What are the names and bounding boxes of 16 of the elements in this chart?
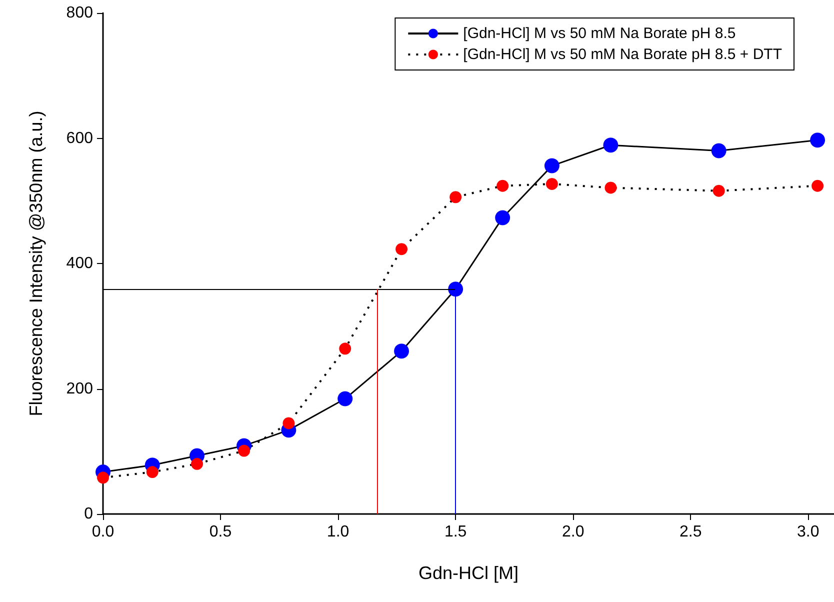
y-tick-label: 400 bbox=[66, 255, 94, 272]
y-tick-label: 0 bbox=[84, 506, 94, 522]
x-tick-label: 0.5 bbox=[209, 524, 232, 540]
y-tick-label: 600 bbox=[66, 130, 94, 147]
x-tick-label: 2.5 bbox=[679, 524, 702, 540]
legend-label: [Gdn-HCl] M vs 50 mM Na Borate pH 8.5 bbox=[463, 25, 736, 42]
legend-label: [Gdn-HCl] M vs 50 mM Na Borate pH 8.5 + DTT bbox=[463, 46, 782, 63]
y-tick-label: 200 bbox=[66, 380, 94, 398]
x-tick-label: 1.5 bbox=[444, 524, 467, 540]
x-tick-label: 3.0 bbox=[797, 524, 820, 540]
x-tick-label: 1.0 bbox=[326, 524, 350, 540]
x-axis-title: Gdn-HCl [M] bbox=[418, 563, 519, 583]
y-tick-label: 800 bbox=[66, 4, 94, 22]
x-tick-label: 0.0 bbox=[92, 524, 114, 540]
y-axis-title: Fluorescence Intensity @350nm (a.u.) bbox=[26, 110, 46, 416]
x-tick-label: 2.0 bbox=[562, 524, 584, 540]
